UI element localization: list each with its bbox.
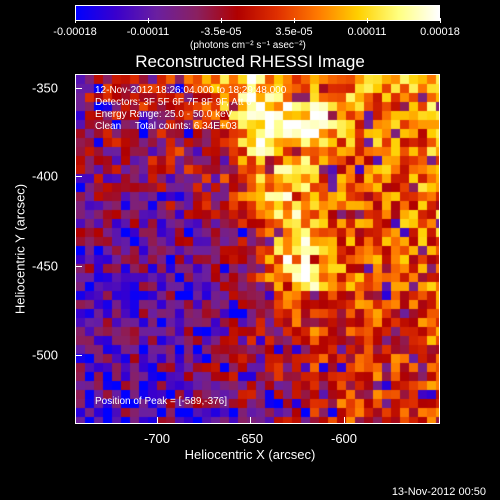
x-tick-label: -600 xyxy=(330,431,358,446)
y-tick xyxy=(75,355,82,356)
colorbar-tick xyxy=(367,18,368,23)
x-axis-title: Heliocentric X (arcsec) xyxy=(184,447,316,462)
info-energy-range: Energy Range: 25.0 - 50.0 keV xyxy=(95,109,233,120)
colorbar xyxy=(75,5,440,21)
colorbar-tick xyxy=(294,18,295,23)
x-tick xyxy=(344,417,345,424)
peak-position-label: Position of Peak = [-589,-376] xyxy=(95,396,228,407)
x-tick-label: -650 xyxy=(236,431,264,446)
info-detectors: Detectors: 3F 5F 6F 7F 8F 9F, Att 0 xyxy=(95,97,252,108)
x-tick xyxy=(157,417,158,424)
x-tick xyxy=(250,417,251,424)
rhessi-heatmap xyxy=(76,75,439,423)
colorbar-tick xyxy=(221,18,222,23)
y-tick-label: -500 xyxy=(32,347,59,363)
y-tick-label: -350 xyxy=(32,80,59,96)
colorbar-tick xyxy=(75,18,76,23)
colorbar-unit-label: (photons cm⁻² s⁻¹ asec⁻²) xyxy=(190,40,306,51)
y-tick xyxy=(75,88,82,89)
colorbar-tick xyxy=(440,18,441,23)
colorbar-tick-label: -0.00018 xyxy=(53,26,97,38)
footer-date: 13-Nov-2012 00:50 xyxy=(391,486,486,498)
x-tick-label: -700 xyxy=(143,431,171,446)
colorbar-tick-label: 3.5e-05 xyxy=(275,26,313,38)
image-plot-area xyxy=(75,74,440,424)
colorbar-tick-label: 0.00018 xyxy=(420,26,460,38)
plot-title: Reconstructed RHESSI Image xyxy=(135,52,365,71)
colorbar-tick xyxy=(148,18,149,23)
info-time-range: 12-Nov-2012 18:26:04.000 to 18:29:48.000 xyxy=(95,85,287,96)
colorbar-tick-label: 0.00011 xyxy=(347,26,387,38)
y-axis-title: Heliocentric Y (arcsec) xyxy=(12,183,28,315)
y-tick xyxy=(75,176,82,177)
y-tick-label: -400 xyxy=(32,168,59,184)
y-tick xyxy=(75,266,82,267)
colorbar-tick-label: -0.00011 xyxy=(126,26,170,38)
colorbar-tick-label: -3.5e-05 xyxy=(200,26,242,38)
info-total-counts: Clean Total counts: 6.34E+03 xyxy=(95,121,237,132)
y-tick-label: -450 xyxy=(32,258,59,274)
